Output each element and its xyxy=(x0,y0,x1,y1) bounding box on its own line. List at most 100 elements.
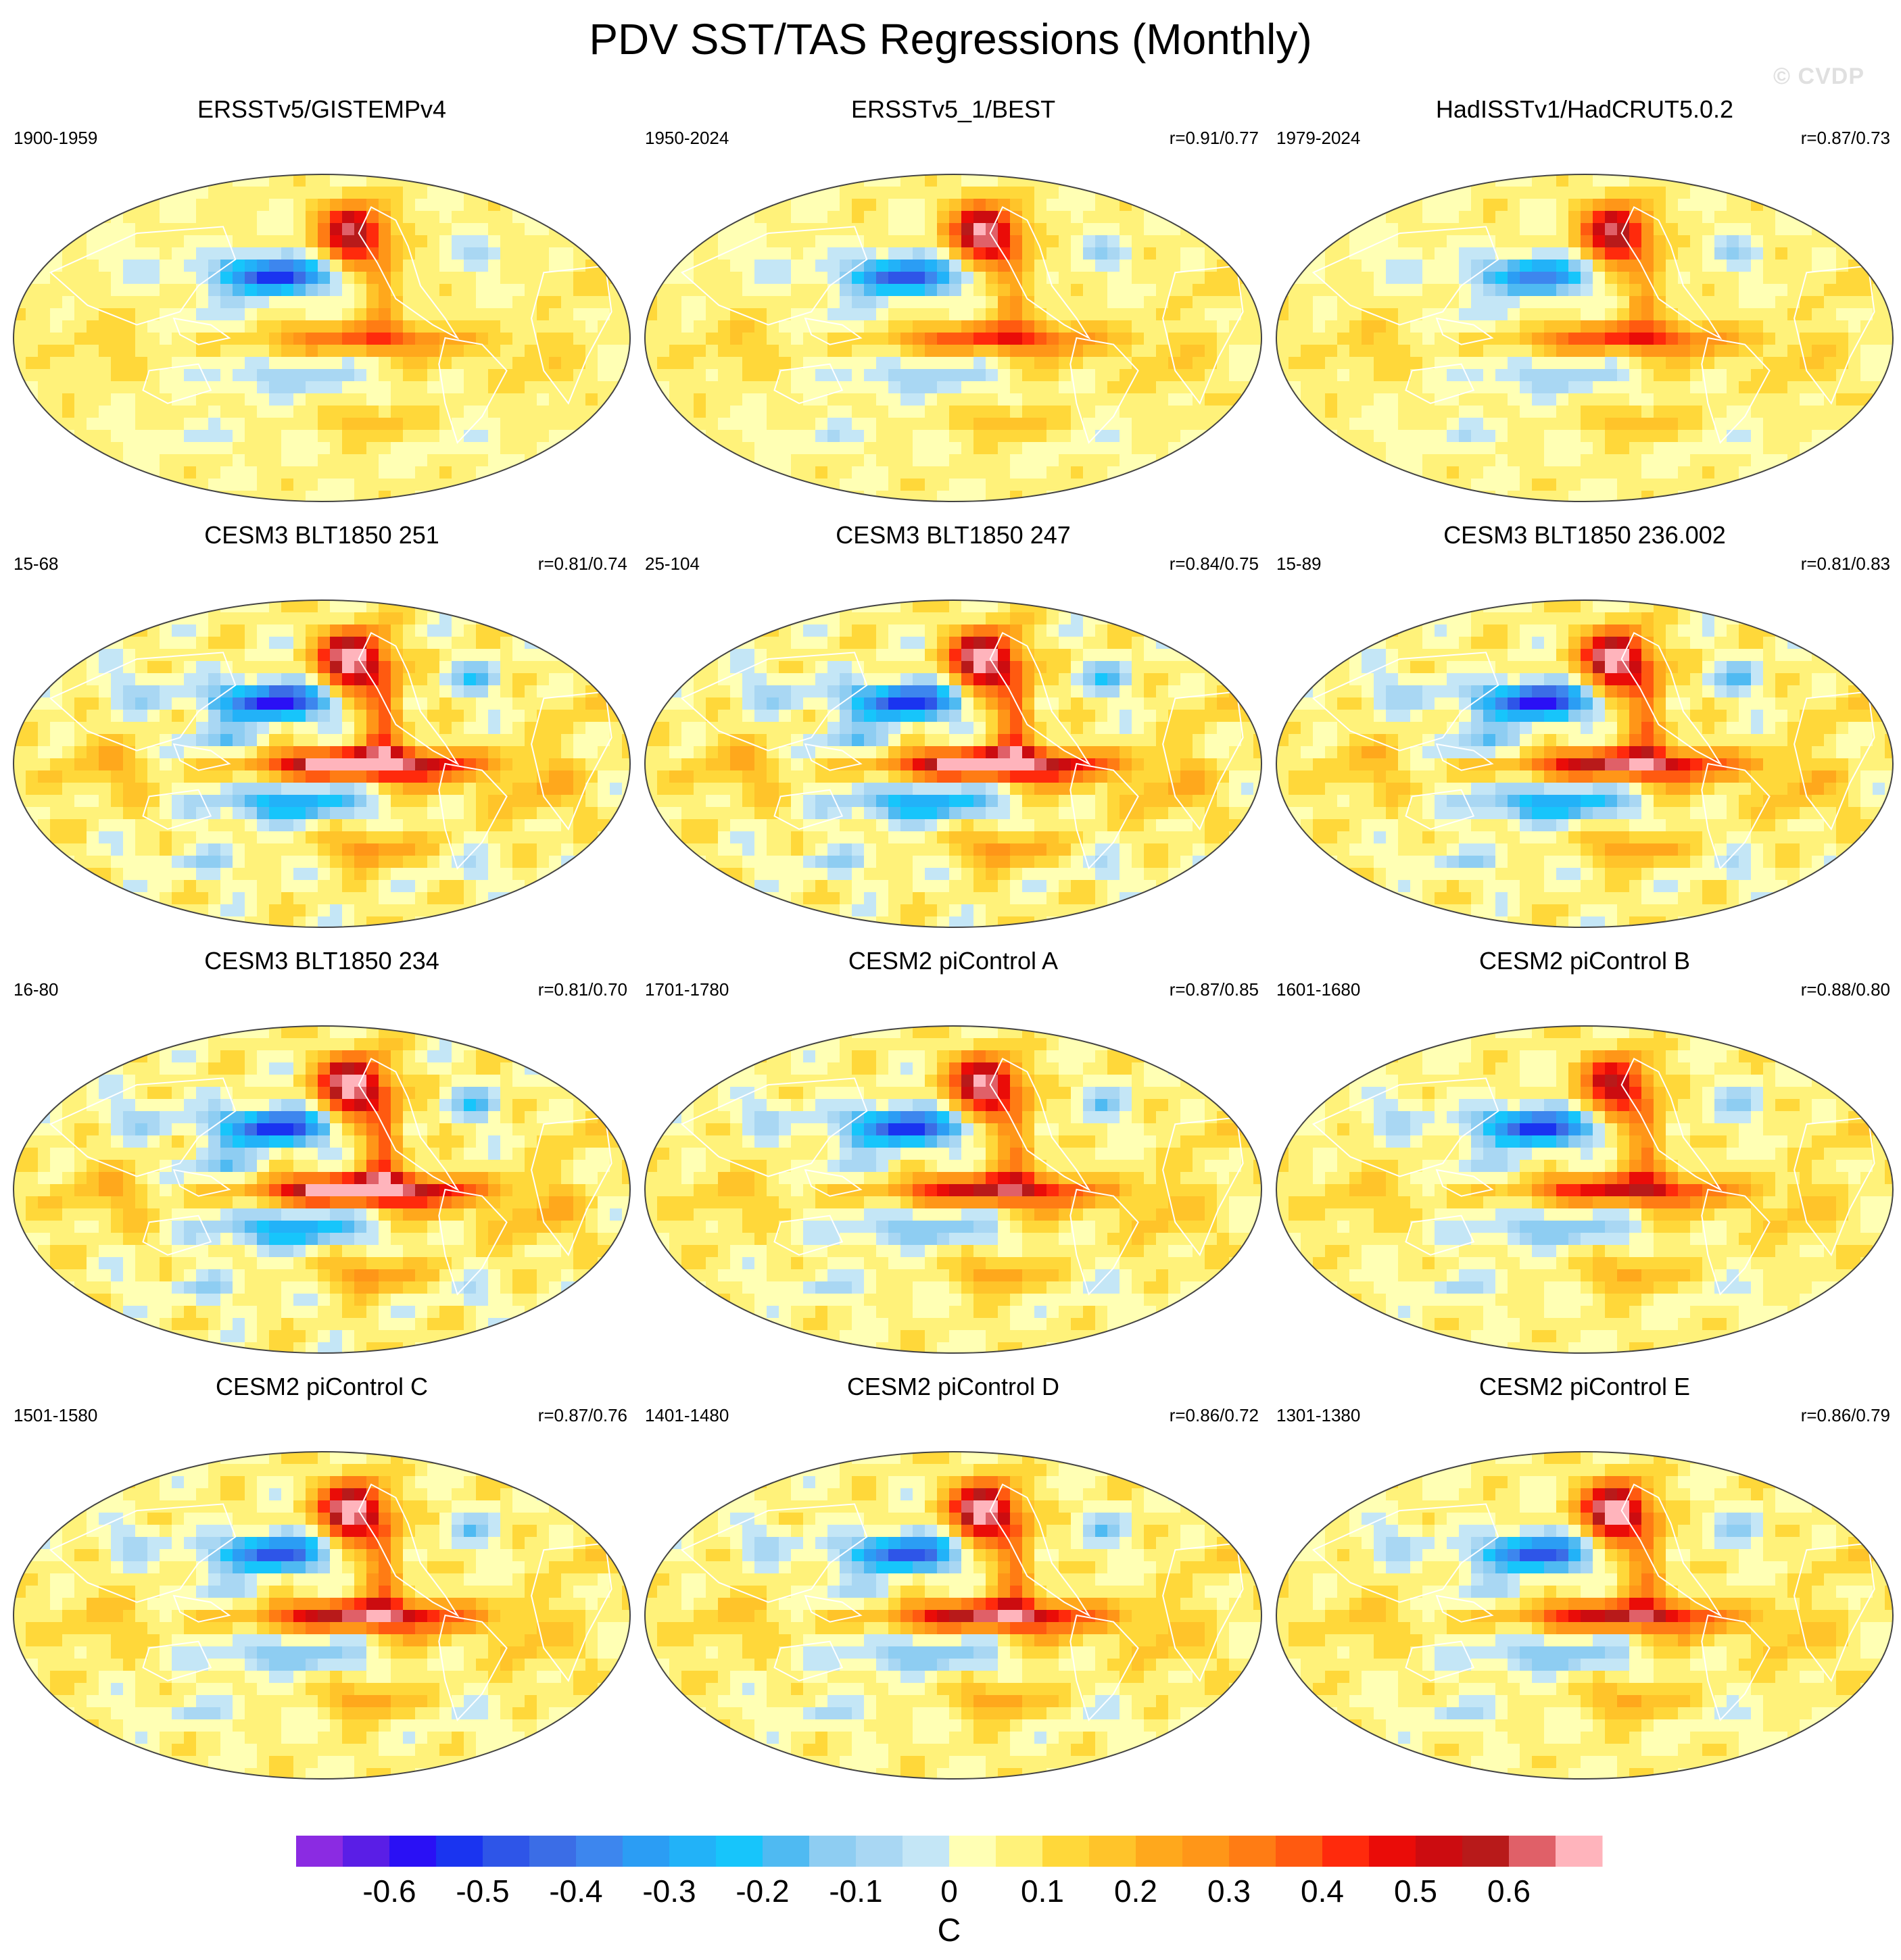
main-title: PDV SST/TAS Regressions (Monthly) xyxy=(589,15,1312,64)
panel-title: CESM3 BLT1850 251 xyxy=(204,521,439,549)
panel-period: 15-89 xyxy=(1276,554,1322,574)
panel-correlation: r=0.91/0.77 xyxy=(1169,128,1259,148)
coastline xyxy=(1405,789,1475,830)
colorbar-swatch xyxy=(1462,1836,1510,1867)
panel-period: 1701-1780 xyxy=(645,979,729,1000)
coastline xyxy=(680,1077,868,1177)
coastline xyxy=(680,652,868,752)
colorbar-swatch xyxy=(996,1836,1043,1867)
panel-period: 1900-1959 xyxy=(14,128,98,148)
colorbar-swatch xyxy=(763,1836,810,1867)
panel-title: CESM3 BLT1850 236.002 xyxy=(1443,521,1726,549)
panel-correlation: r=0.87/0.73 xyxy=(1800,128,1890,148)
map-panel: CESM2 piControl D 1401-1480 r=0.86/0.72 xyxy=(638,1372,1268,1798)
regression-map xyxy=(644,174,1262,502)
colorbar-tick-label: 0.5 xyxy=(1394,1873,1437,1909)
regression-map xyxy=(644,599,1262,928)
coastline xyxy=(49,652,237,752)
colorbar-tick-label: 0.6 xyxy=(1487,1873,1531,1909)
coastline xyxy=(1069,1188,1139,1296)
coastline xyxy=(989,1058,1091,1192)
regression-map xyxy=(644,1025,1262,1354)
panel-correlation: r=0.88/0.80 xyxy=(1800,979,1890,1000)
colorbar-swatch xyxy=(343,1836,390,1867)
colorbar-tick-label: -0.2 xyxy=(736,1873,789,1909)
colorbar-tick-label: -0.3 xyxy=(642,1873,696,1909)
coastline xyxy=(1312,652,1499,752)
colorbar-swatch xyxy=(389,1836,437,1867)
coastline xyxy=(989,206,1091,340)
panel-title: HadISSTv1/HadCRUT5.0.2 xyxy=(1435,95,1734,123)
coastline xyxy=(1069,762,1139,870)
colorbar-tick-label: -0.6 xyxy=(362,1873,416,1909)
coastline xyxy=(1312,1077,1499,1177)
colorbar-tick-label: 0.4 xyxy=(1301,1873,1344,1909)
regression-map xyxy=(1276,1025,1894,1354)
regression-map xyxy=(13,599,631,928)
panel-title: CESM2 piControl B xyxy=(1478,947,1691,975)
coastline xyxy=(989,632,1091,766)
panel-period: 1601-1680 xyxy=(1276,979,1361,1000)
colorbar-tick-label: 0.1 xyxy=(1021,1873,1064,1909)
coastline xyxy=(1701,337,1771,444)
coastline xyxy=(438,1614,508,1721)
map-panel: HadISSTv1/HadCRUT5.0.2 1979-2024 r=0.87/0.… xyxy=(1270,95,1900,520)
coastline xyxy=(804,317,863,345)
coastline xyxy=(680,1503,868,1603)
coastline xyxy=(1069,1614,1139,1721)
panel-period: 1979-2024 xyxy=(1276,128,1361,148)
panel-period: 25-104 xyxy=(645,554,700,574)
coastline xyxy=(172,1594,231,1623)
coastline xyxy=(142,789,212,830)
heatmap-cells xyxy=(645,174,1261,501)
watermark: © CVDP xyxy=(1773,64,1864,89)
panel-period: 15-68 xyxy=(14,554,59,574)
panel-correlation: r=0.84/0.75 xyxy=(1169,554,1259,574)
coastline xyxy=(172,1169,231,1197)
coastline xyxy=(1405,1640,1475,1682)
coastline xyxy=(438,337,508,444)
colorbar-swatch xyxy=(1089,1836,1136,1867)
map-border xyxy=(644,599,1262,928)
colorbar-swatch xyxy=(949,1836,996,1867)
map-border xyxy=(13,599,631,928)
coastline xyxy=(1620,206,1723,340)
colorbar-tick-label: 0.3 xyxy=(1207,1873,1251,1909)
panel-title: CESM2 piControl C xyxy=(215,1373,429,1400)
coastline xyxy=(142,363,212,404)
colorbar-swatch xyxy=(1322,1836,1370,1867)
colorbar-swatch xyxy=(716,1836,763,1867)
panel-period: 1501-1580 xyxy=(14,1405,98,1425)
map-border xyxy=(644,1451,1262,1780)
regression-map xyxy=(13,174,631,502)
colorbar-swatch xyxy=(669,1836,717,1867)
colorbar-swatch xyxy=(529,1836,577,1867)
map-border xyxy=(644,174,1262,502)
coastline xyxy=(1620,632,1723,766)
coastline xyxy=(1701,1614,1771,1721)
map-panel: ERSSTv5_1/BEST 1950-2024 r=0.91/0.77 xyxy=(638,95,1268,520)
panel-title: CESM3 BLT1850 234 xyxy=(204,947,439,975)
coastline xyxy=(172,317,231,345)
panel-correlation: r=0.81/0.74 xyxy=(537,554,627,574)
coastline xyxy=(1312,226,1499,326)
coastline xyxy=(1435,743,1494,771)
coastline xyxy=(773,1640,844,1682)
regression-map xyxy=(1276,1451,1894,1780)
coastline xyxy=(358,1058,460,1192)
panel-correlation: r=0.87/0.76 xyxy=(537,1405,627,1425)
coastline xyxy=(49,226,237,326)
map-border xyxy=(644,1025,1262,1354)
colorbar-swatch xyxy=(1276,1836,1323,1867)
colorbar-swatch xyxy=(1416,1836,1463,1867)
map-panel: ERSSTv5/GISTEMPv4 1900-1959 xyxy=(7,95,637,520)
regression-map xyxy=(1276,599,1894,928)
panel-period: 1401-1480 xyxy=(645,1405,729,1425)
colorbar-tick-label: -0.1 xyxy=(829,1873,882,1909)
colorbar-swatch xyxy=(623,1836,670,1867)
coastline xyxy=(1701,1188,1771,1296)
coastline xyxy=(142,1215,212,1256)
panel-period: 1301-1380 xyxy=(1276,1405,1361,1425)
panel-correlation: r=0.86/0.72 xyxy=(1169,1405,1259,1425)
panel-correlation: r=0.86/0.79 xyxy=(1800,1405,1890,1425)
